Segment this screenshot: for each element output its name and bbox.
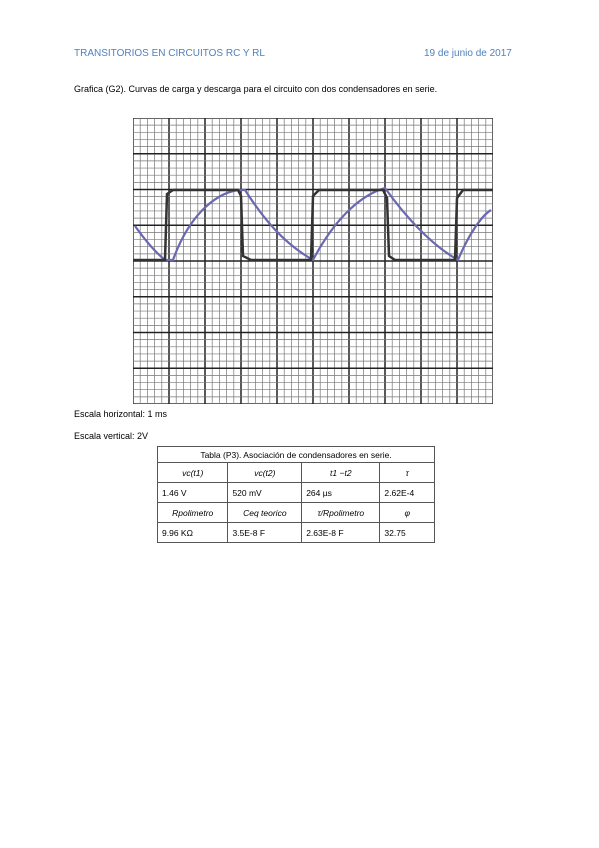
square-wave [133,188,493,262]
table: Tabla (P3). Asociación de condensadores … [156,446,435,543]
cell: vc(t2) [227,462,303,483]
cell: 2.62E-4 [379,482,435,503]
cell: 3.5E-8 F [227,522,303,543]
cell: τ/Rpolimetro [301,502,381,523]
cell: 32.75 [379,522,435,543]
cell: 520 mV [227,482,303,503]
cell: vc(t1) [156,462,229,483]
cell: 1.46 V [156,482,229,503]
caption: Grafica (G2). Curvas de carga y descarga… [74,84,438,94]
blue-curve [134,186,492,262]
cell: 2.63E-8 F [301,522,381,543]
scale-vertical: Escala vertical: 2V [74,431,149,441]
table-title: Tabla (P3). Asociación de condensadores … [157,446,435,463]
cell: Rpolimetro [156,502,229,523]
cell: φ [379,502,435,523]
cell: t1 −t2 [301,462,381,483]
scale-horizontal: Escala horizontal: 1 ms [74,409,168,419]
header-title: TRANSITORIOS EN CIRCUITOS RC Y RL [74,48,265,59]
oscilloscope-image [133,118,493,404]
scope-grid [133,118,493,404]
header-date: 19 de junio de 2017 [424,48,512,59]
cell: τ [379,462,435,483]
cell: Ceq teorico [227,502,303,523]
cell: 264 µs [301,482,381,503]
cell: 9.96 KΩ [156,522,229,543]
